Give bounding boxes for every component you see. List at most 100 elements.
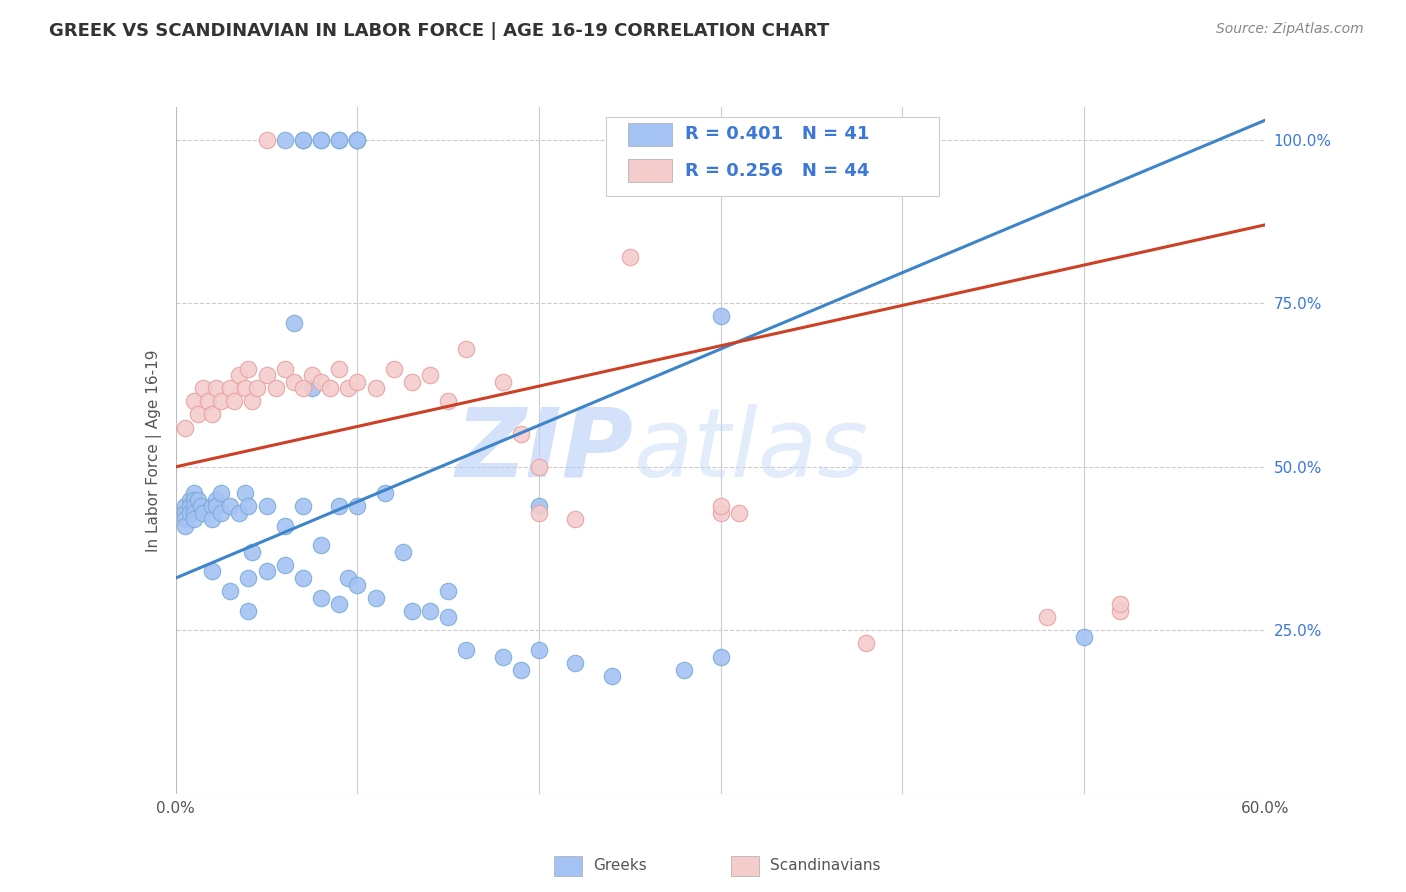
Text: GREEK VS SCANDINAVIAN IN LABOR FORCE | AGE 16-19 CORRELATION CHART: GREEK VS SCANDINAVIAN IN LABOR FORCE | A… — [49, 22, 830, 40]
Point — [201, 499, 224, 513]
Point — [173, 518, 195, 533]
Point — [219, 584, 242, 599]
Point — [238, 571, 260, 585]
Point — [183, 492, 205, 507]
Point — [1109, 597, 1132, 611]
Text: R = 0.401   N = 41: R = 0.401 N = 41 — [685, 126, 869, 144]
Point — [419, 604, 441, 618]
Point — [328, 133, 350, 147]
Point — [274, 558, 297, 572]
Point — [346, 499, 368, 513]
Point — [209, 506, 232, 520]
Point — [309, 538, 332, 552]
Point — [256, 565, 278, 579]
Text: Greeks: Greeks — [593, 858, 647, 872]
Point — [204, 492, 226, 507]
Point — [346, 133, 368, 147]
Point — [183, 506, 205, 520]
Text: Source: ZipAtlas.com: Source: ZipAtlas.com — [1216, 22, 1364, 37]
Point — [374, 486, 396, 500]
Point — [328, 597, 350, 611]
Point — [527, 499, 550, 513]
Point — [727, 506, 749, 520]
Point — [179, 499, 201, 513]
Point — [492, 375, 515, 389]
Point — [291, 381, 314, 395]
Point — [256, 368, 278, 383]
Point — [619, 251, 641, 265]
Point — [179, 492, 201, 507]
Point — [173, 512, 195, 526]
Point — [527, 643, 550, 657]
Point — [328, 499, 350, 513]
Point — [309, 133, 332, 147]
Point — [527, 506, 550, 520]
Point — [283, 316, 305, 330]
Point — [291, 571, 314, 585]
Point — [710, 310, 733, 324]
Point — [364, 591, 387, 605]
Point — [240, 394, 263, 409]
Point — [437, 584, 460, 599]
Point — [301, 368, 323, 383]
Point — [264, 381, 287, 395]
Point — [201, 408, 224, 422]
Point — [291, 133, 314, 147]
Point — [419, 368, 441, 383]
Point — [710, 649, 733, 664]
Point — [600, 669, 623, 683]
FancyBboxPatch shape — [606, 118, 939, 196]
Point — [183, 394, 205, 409]
Point — [509, 427, 531, 442]
Point — [364, 381, 387, 395]
Point — [201, 565, 224, 579]
Point — [328, 361, 350, 376]
Text: ZIP: ZIP — [456, 404, 633, 497]
Bar — [628, 159, 672, 182]
Point — [301, 381, 323, 395]
Bar — [628, 123, 672, 146]
Point — [391, 545, 413, 559]
Point — [256, 133, 278, 147]
Point — [204, 381, 226, 395]
Point — [564, 656, 586, 670]
Point — [186, 492, 209, 507]
Point — [291, 499, 314, 513]
Point — [197, 394, 219, 409]
Point — [291, 133, 314, 147]
Point — [1073, 630, 1095, 644]
Point — [309, 133, 332, 147]
Point — [346, 133, 368, 147]
Point — [456, 342, 478, 356]
Point — [492, 649, 515, 664]
Text: atlas: atlas — [633, 404, 869, 497]
Point — [204, 499, 226, 513]
Point — [346, 133, 368, 147]
Point — [328, 133, 350, 147]
Point — [710, 506, 733, 520]
Point — [201, 512, 224, 526]
Bar — [731, 856, 759, 876]
Point — [283, 375, 305, 389]
Point — [219, 499, 242, 513]
Point — [337, 571, 360, 585]
Point — [233, 486, 256, 500]
Point — [309, 591, 332, 605]
Point — [456, 643, 478, 657]
Point — [401, 604, 423, 618]
Point — [527, 459, 550, 474]
Point — [509, 663, 531, 677]
Point — [710, 499, 733, 513]
Point — [190, 499, 212, 513]
Point — [209, 394, 232, 409]
Point — [209, 486, 232, 500]
Point — [228, 506, 250, 520]
Point — [673, 663, 696, 677]
Point — [183, 499, 205, 513]
Point — [238, 604, 260, 618]
Point — [346, 375, 368, 389]
Point — [437, 610, 460, 624]
Text: Scandinavians: Scandinavians — [770, 858, 882, 872]
Point — [274, 133, 297, 147]
Point — [183, 486, 205, 500]
